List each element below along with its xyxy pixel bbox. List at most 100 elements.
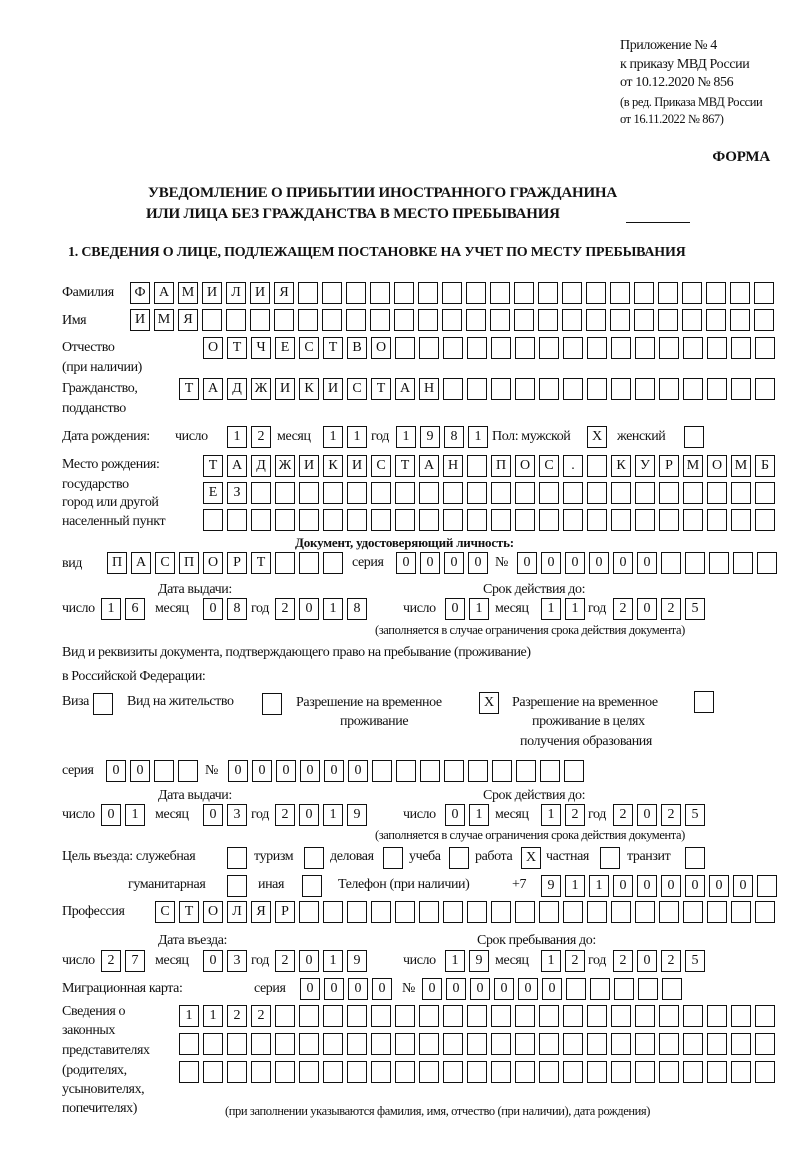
char-cell[interactable]: 2 <box>565 804 585 826</box>
char-cell[interactable] <box>659 901 679 923</box>
char-cell[interactable] <box>468 760 488 782</box>
char-cell[interactable] <box>443 378 463 400</box>
char-cell[interactable]: Я <box>178 309 198 331</box>
char-cell[interactable] <box>419 337 439 359</box>
char-cell[interactable]: Н <box>443 455 463 477</box>
char-cell[interactable] <box>491 482 511 504</box>
char-cell[interactable] <box>586 309 606 331</box>
char-cell[interactable] <box>611 378 631 400</box>
char-cell[interactable] <box>683 1005 703 1027</box>
char-cell[interactable]: К <box>611 455 631 477</box>
birthplace-field[interactable] <box>203 509 775 531</box>
char-cell[interactable]: 0 <box>276 760 296 782</box>
char-cell[interactable]: 1 <box>541 804 561 826</box>
char-cell[interactable] <box>707 482 727 504</box>
char-cell[interactable] <box>227 1061 247 1083</box>
char-cell[interactable]: 0 <box>661 875 681 897</box>
char-cell[interactable] <box>275 509 295 531</box>
char-cell[interactable] <box>395 509 415 531</box>
char-cell[interactable]: 0 <box>613 552 633 574</box>
char-cell[interactable]: 0 <box>542 978 562 1000</box>
char-cell[interactable]: З <box>227 482 247 504</box>
char-cell[interactable] <box>757 552 777 574</box>
char-cell[interactable] <box>538 309 558 331</box>
char-cell[interactable] <box>419 509 439 531</box>
char-cell[interactable] <box>658 282 678 304</box>
char-cell[interactable]: 0 <box>300 978 320 1000</box>
char-cell[interactable] <box>563 337 583 359</box>
representatives-field[interactable] <box>179 1061 775 1083</box>
char-cell[interactable] <box>467 509 487 531</box>
char-cell[interactable] <box>275 482 295 504</box>
char-cell[interactable] <box>539 1033 559 1055</box>
char-cell[interactable]: 2 <box>275 804 295 826</box>
char-cell[interactable]: 1 <box>179 1005 199 1027</box>
char-cell[interactable] <box>515 1061 535 1083</box>
char-cell[interactable] <box>467 337 487 359</box>
char-cell[interactable]: С <box>155 901 175 923</box>
char-cell[interactable]: 7 <box>125 950 145 972</box>
char-cell[interactable] <box>516 760 536 782</box>
char-cell[interactable]: Т <box>227 337 247 359</box>
char-cell[interactable] <box>275 1061 295 1083</box>
char-cell[interactable]: 2 <box>251 1005 271 1027</box>
char-cell[interactable]: 0 <box>299 598 319 620</box>
char-cell[interactable] <box>514 282 534 304</box>
char-cell[interactable] <box>394 282 414 304</box>
char-cell[interactable]: К <box>323 455 343 477</box>
char-cell[interactable] <box>587 1033 607 1055</box>
char-cell[interactable] <box>614 978 634 1000</box>
char-cell[interactable]: 2 <box>661 950 681 972</box>
char-cell[interactable]: 2 <box>565 950 585 972</box>
char-cell[interactable]: О <box>707 455 727 477</box>
char-cell[interactable] <box>733 552 753 574</box>
char-cell[interactable] <box>590 978 610 1000</box>
char-cell[interactable]: М <box>154 309 174 331</box>
char-cell[interactable] <box>635 482 655 504</box>
char-cell[interactable] <box>395 337 415 359</box>
char-cell[interactable]: 0 <box>613 875 633 897</box>
char-cell[interactable] <box>539 1061 559 1083</box>
char-cell[interactable] <box>371 1005 391 1027</box>
char-cell[interactable] <box>395 1005 415 1027</box>
char-cell[interactable] <box>347 1005 367 1027</box>
purpose-official-checkbox[interactable] <box>227 847 247 869</box>
char-cell[interactable] <box>587 1005 607 1027</box>
char-cell[interactable] <box>730 309 750 331</box>
char-cell[interactable]: 2 <box>661 804 681 826</box>
char-cell[interactable] <box>563 378 583 400</box>
char-cell[interactable] <box>226 309 246 331</box>
purpose-humanitarian-checkbox[interactable] <box>227 875 247 897</box>
purpose-business-checkbox[interactable] <box>383 847 403 869</box>
purpose-other-checkbox[interactable] <box>302 875 322 897</box>
char-cell[interactable] <box>610 309 630 331</box>
char-cell[interactable] <box>467 1005 487 1027</box>
char-cell[interactable] <box>683 1061 703 1083</box>
char-cell[interactable]: 0 <box>445 804 465 826</box>
char-cell[interactable]: Р <box>275 901 295 923</box>
char-cell[interactable] <box>731 337 751 359</box>
char-cell[interactable] <box>563 1005 583 1027</box>
sex-male-checkbox[interactable]: X <box>587 426 607 448</box>
char-cell[interactable] <box>491 1061 511 1083</box>
char-cell[interactable]: 0 <box>733 875 753 897</box>
char-cell[interactable]: Т <box>203 455 223 477</box>
char-cell[interactable] <box>731 509 751 531</box>
char-cell[interactable] <box>755 482 775 504</box>
char-cell[interactable] <box>250 309 270 331</box>
char-cell[interactable] <box>466 282 486 304</box>
char-cell[interactable] <box>538 282 558 304</box>
char-cell[interactable] <box>371 482 391 504</box>
char-cell[interactable] <box>371 1033 391 1055</box>
char-cell[interactable] <box>659 509 679 531</box>
char-cell[interactable] <box>467 1033 487 1055</box>
